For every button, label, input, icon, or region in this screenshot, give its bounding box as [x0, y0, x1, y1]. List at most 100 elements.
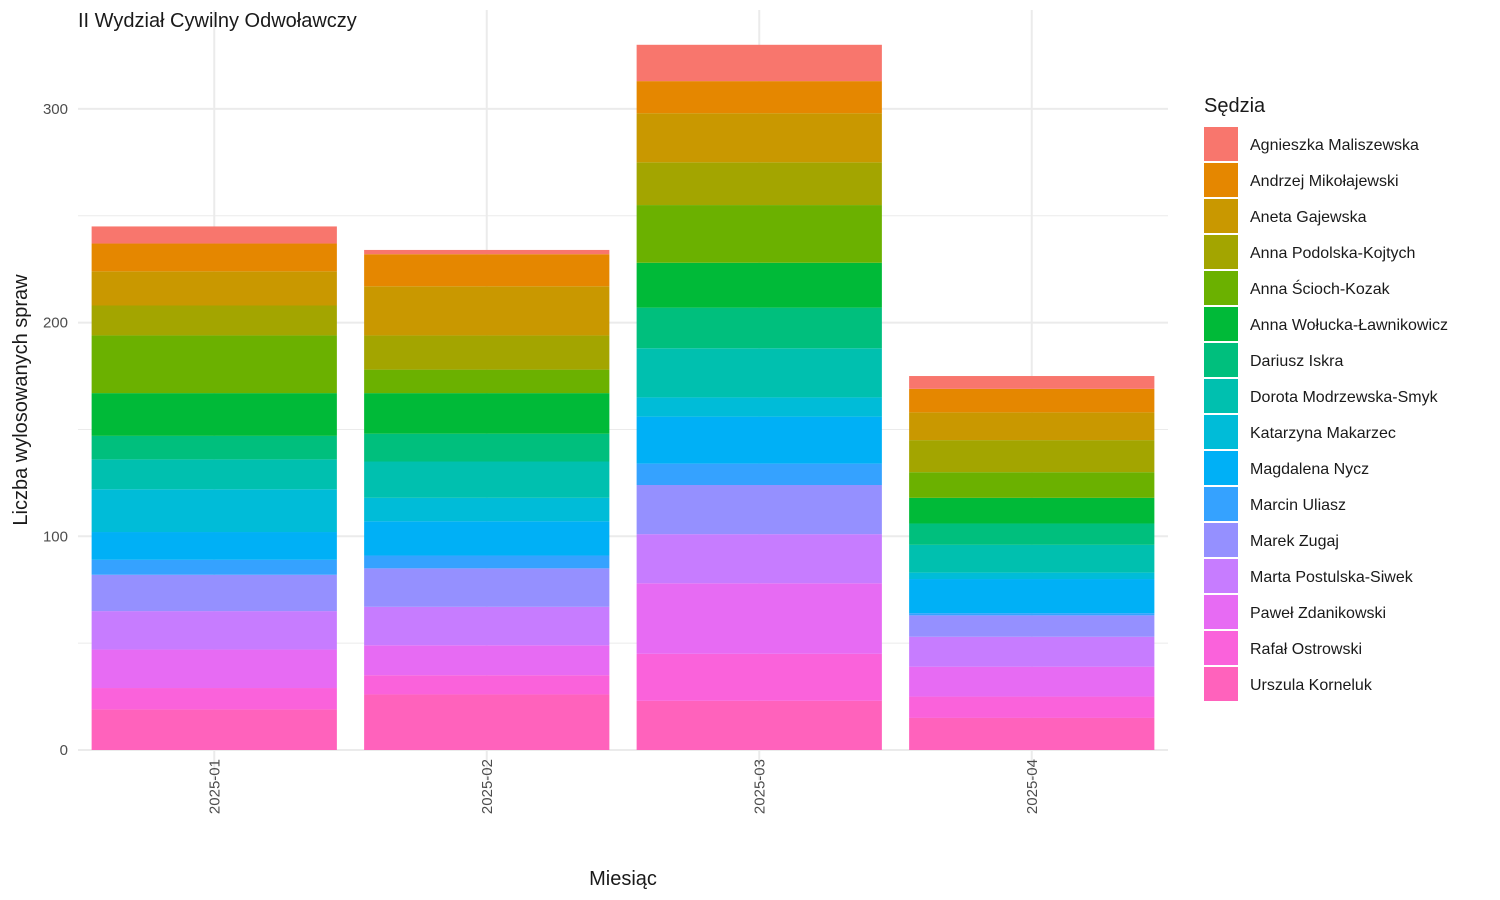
- bar-segment: [636, 44, 882, 82]
- bar-segment: [91, 489, 337, 533]
- bar-segment: [909, 666, 1155, 697]
- legend-swatch: [1204, 271, 1238, 305]
- bar-segment: [91, 649, 337, 689]
- legend-label: Anna Ścioch-Kozak: [1250, 279, 1391, 298]
- bar-segment: [636, 653, 882, 701]
- legend-label: Rafał Ostrowski: [1250, 641, 1362, 658]
- legend-swatch: [1204, 163, 1238, 197]
- legend-label: Marta Postulska-Siwek: [1250, 569, 1414, 586]
- x-tick-label: 2025-01: [206, 759, 223, 814]
- x-tick-label: 2025-04: [1024, 759, 1041, 814]
- legend-label: Agnieszka Maliszewska: [1250, 137, 1419, 154]
- legend-label: Aneta Gajewska: [1250, 209, 1367, 226]
- legend-swatch: [1204, 307, 1238, 341]
- bar-segment: [909, 388, 1155, 413]
- x-tick-label: 2025-03: [751, 759, 768, 814]
- y-tick-label: 0: [60, 742, 68, 759]
- bar-segment: [364, 521, 610, 556]
- bar-segment: [91, 226, 337, 244]
- bar-stacks: [91, 44, 1155, 750]
- y-tick-label: 200: [43, 315, 68, 332]
- bar-segment: [91, 243, 337, 272]
- bar-segment: [909, 613, 1155, 616]
- legend-swatch: [1204, 379, 1238, 413]
- bar-segment: [909, 523, 1155, 545]
- x-tick-label: 2025-02: [479, 759, 496, 814]
- x-tick-labels: 2025-01 2025-02 2025-03 2025-04: [206, 759, 1041, 814]
- bar-segment: [636, 205, 882, 263]
- legend-swatch: [1204, 451, 1238, 485]
- y-axis-title: Liczba wylosowanych spraw: [10, 274, 32, 526]
- bar-segment: [91, 459, 337, 490]
- legend-swatch: [1204, 235, 1238, 269]
- legend-swatch: [1204, 595, 1238, 629]
- bar-segment: [364, 433, 610, 462]
- y-tick-labels: 0 100 200 300: [43, 101, 68, 759]
- legend-swatch: [1204, 343, 1238, 377]
- legend-label: Marek Zugaj: [1250, 533, 1339, 550]
- bar-segment: [909, 579, 1155, 614]
- legend-label: Andrzej Mikołajewski: [1250, 173, 1399, 190]
- bar-segment: [91, 611, 337, 650]
- bar-segment: [636, 416, 882, 464]
- legend-label: Dariusz Iskra: [1250, 353, 1343, 370]
- bar-segment: [636, 113, 882, 163]
- bar-segment: [636, 262, 882, 308]
- bar-segment: [636, 583, 882, 654]
- bar-segment: [636, 162, 882, 206]
- bar-segment: [909, 376, 1155, 389]
- bar-segment: [909, 412, 1155, 441]
- bar-segment: [909, 440, 1155, 473]
- bar-segment: [364, 249, 610, 255]
- bar-segment: [909, 544, 1155, 573]
- bar-segment: [364, 286, 610, 336]
- x-axis-title: Miesiąc: [589, 868, 657, 890]
- legend-label: Katarzyna Makarzec: [1250, 425, 1396, 442]
- bar-segment: [909, 472, 1155, 498]
- legend-swatch: [1204, 415, 1238, 449]
- bar-segment: [364, 497, 610, 522]
- legend-swatch: [1204, 523, 1238, 557]
- bar-segment: [909, 696, 1155, 718]
- legend-label: Anna Podolska-Kojtych: [1250, 245, 1415, 262]
- bar-segment: [91, 305, 337, 336]
- bar-segment: [909, 572, 1155, 580]
- bar-segment: [91, 435, 337, 460]
- legend-swatch: [1204, 199, 1238, 233]
- bar-segment: [909, 615, 1155, 637]
- legend-label: Marcin Uliasz: [1250, 497, 1346, 514]
- bar-segment: [909, 497, 1155, 524]
- bar-segment: [91, 393, 337, 436]
- legend-swatch: [1204, 559, 1238, 593]
- bar-segment: [364, 606, 610, 646]
- legend-label: Magdalena Nycz: [1250, 461, 1369, 478]
- bar-segment: [364, 393, 610, 434]
- legend-title: Sędzia: [1204, 95, 1266, 117]
- bar-segment: [636, 485, 882, 535]
- legend: Sędzia Agnieszka Maliszewska Andrzej Miko…: [1204, 95, 1448, 701]
- bar-segment: [636, 463, 882, 486]
- bar-segment: [636, 307, 882, 349]
- bar-segment: [364, 645, 610, 676]
- bar-segment: [636, 348, 882, 398]
- bar-segment: [91, 688, 337, 710]
- bar-segment: [909, 636, 1155, 667]
- bar-segment: [364, 555, 610, 569]
- bar-segment: [636, 700, 882, 750]
- y-tick-label: 300: [43, 101, 68, 118]
- y-tick-label: 100: [43, 528, 68, 545]
- chart-title: II Wydział Cywilny Odwoławczy: [78, 10, 357, 32]
- legend-label: Urszula Korneluk: [1250, 677, 1373, 694]
- bar-segment: [91, 574, 337, 612]
- bar-segment: [91, 532, 337, 560]
- bar-segment: [91, 709, 337, 750]
- bar-segment: [364, 568, 610, 607]
- legend-label: Paweł Zdanikowski: [1250, 605, 1386, 622]
- legend-label: Anna Wołucka-Ławnikowicz: [1250, 317, 1448, 334]
- bar-segment: [364, 254, 610, 287]
- bar-segment: [91, 559, 337, 575]
- bar-segment: [91, 335, 337, 394]
- legend-label: Dorota Modrzewska-Smyk: [1250, 389, 1439, 406]
- bar-segment: [364, 335, 610, 370]
